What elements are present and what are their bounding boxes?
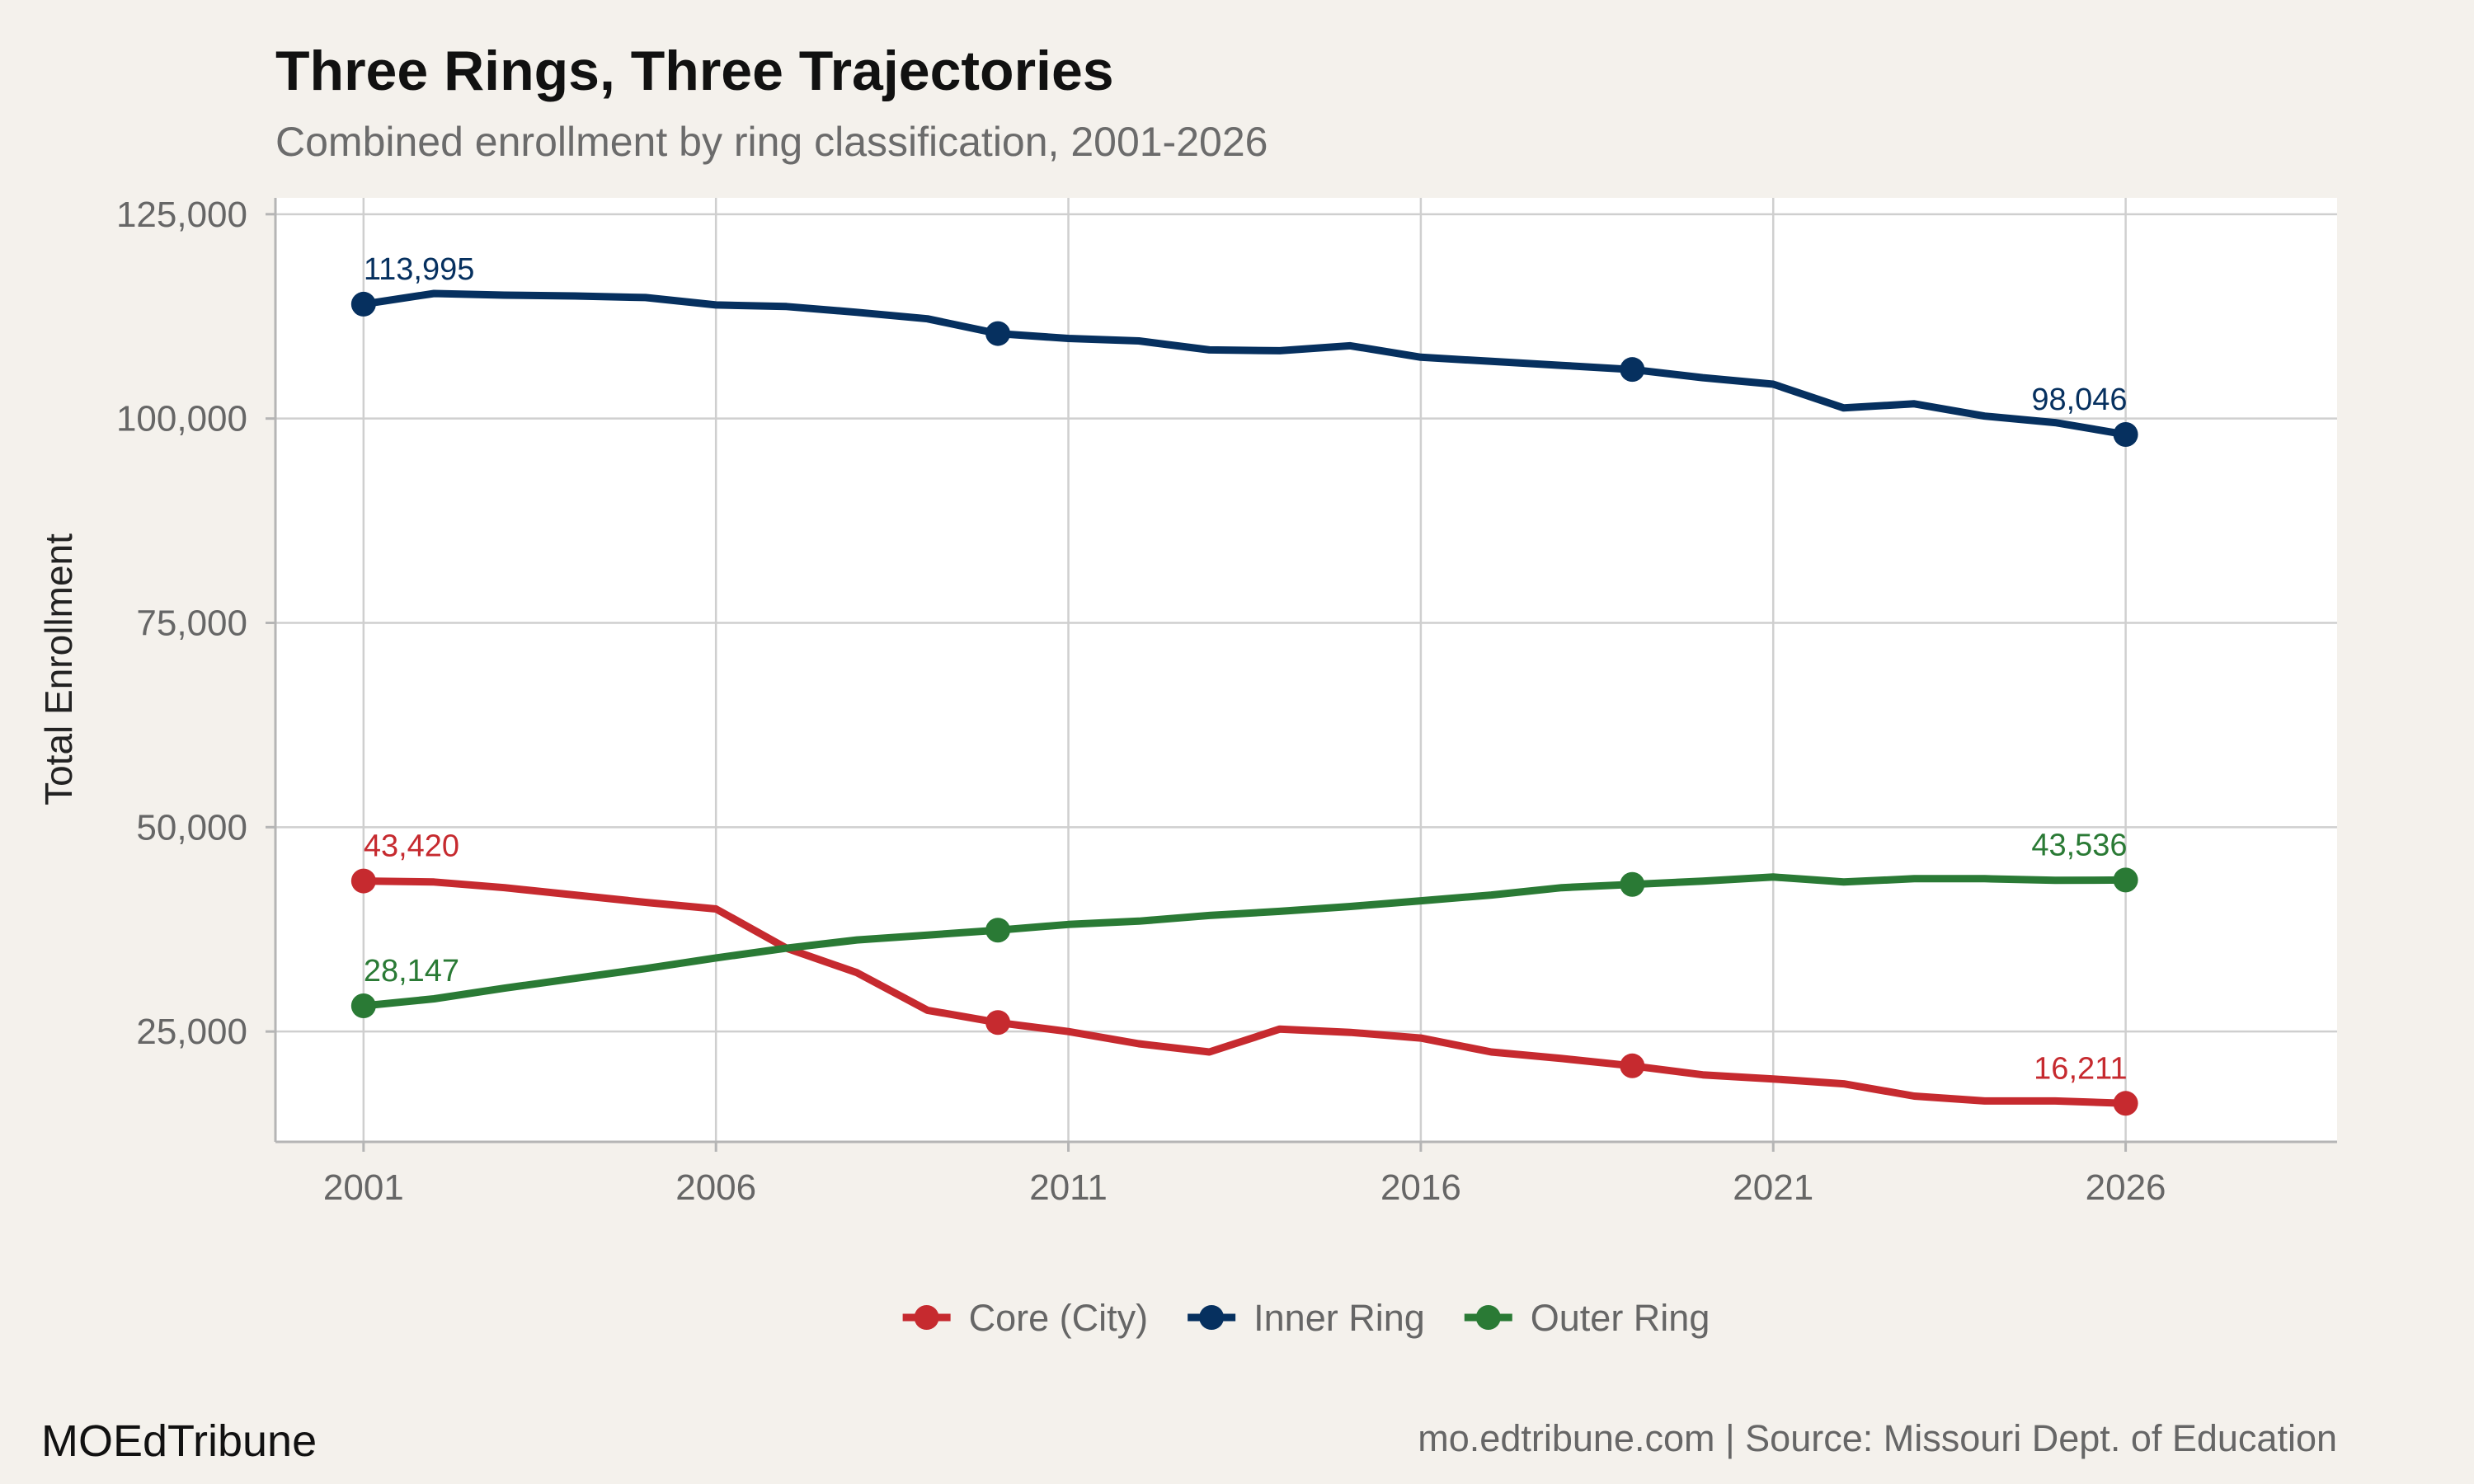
y-axis-ticks: 25,000 50,000 75,000 100,000 125,000 [116, 195, 275, 1052]
series-core-city: 43,420 16,211 [350, 829, 2138, 1116]
data-label-inner-ring: 113,995 [364, 252, 475, 287]
data-label-outer-ring: 43,536 [2031, 828, 2127, 862]
legend-item: Inner Ring [1188, 1297, 1425, 1339]
gridlines [275, 198, 2337, 1142]
data-point-core-city [350, 868, 376, 894]
series-line-core-city [360, 877, 2130, 1107]
x-tick-label: 2016 [1380, 1167, 1461, 1208]
data-label-outer-ring: 28,147 [364, 954, 459, 989]
data-point-core-city [2113, 1091, 2138, 1116]
legend-item: Core (City) [902, 1297, 1149, 1339]
series-layer: 43,420 16,211 113,995 98,046 28,147 43,536 [350, 252, 2138, 1116]
data-point-core-city [985, 1010, 1011, 1036]
data-point-outer-ring [985, 918, 1011, 943]
legend: Core (City) Inner Ring Outer Ring [902, 1297, 1710, 1339]
chart-title: Three Rings, Three Trajectories [275, 40, 1114, 102]
data-point-outer-ring [1620, 871, 1645, 897]
x-tick-label: 2021 [1733, 1167, 1813, 1208]
data-point-core-city [1620, 1053, 1645, 1078]
data-point-inner-ring [2113, 422, 2138, 448]
y-tick-label: 125,000 [116, 195, 247, 235]
legend-label: Inner Ring [1253, 1297, 1425, 1339]
x-tick-label: 2011 [1029, 1167, 1108, 1208]
series-outer-ring: 28,147 43,536 [350, 828, 2138, 1018]
legend-label: Core (City) [969, 1297, 1149, 1339]
chart-subtitle: Combined enrollment by ring classificati… [275, 119, 1268, 165]
series-line-outer-ring [360, 873, 2130, 1010]
x-tick-label: 2006 [675, 1167, 756, 1208]
plot-panel [275, 198, 2337, 1142]
data-label-inner-ring: 98,046 [2031, 383, 2127, 417]
data-point-outer-ring [2113, 867, 2138, 893]
legend-label: Outer Ring [1531, 1297, 1710, 1339]
y-tick-label: 50,000 [136, 807, 247, 848]
x-axis-ticks: 2001 2006 2011 2016 2021 2026 [323, 1142, 2166, 1208]
data-point-outer-ring [350, 993, 376, 1018]
series-inner-ring: 113,995 98,046 [350, 252, 2138, 448]
source-credit: mo.edtribune.com | Source: Missouri Dept… [1418, 1417, 2337, 1459]
y-axis-title: Total Enrollment [37, 533, 80, 805]
legend-item: Outer Ring [1464, 1297, 1710, 1339]
data-label-core-city: 43,420 [364, 829, 459, 864]
y-tick-label: 100,000 [116, 399, 247, 439]
legend-swatch-dot [1475, 1305, 1501, 1330]
y-tick-label: 75,000 [136, 603, 247, 643]
legend-swatch-dot [914, 1305, 939, 1330]
x-tick-label: 2026 [2086, 1167, 2166, 1208]
x-tick-label: 2001 [323, 1167, 404, 1208]
data-point-inner-ring [350, 291, 376, 317]
data-point-inner-ring [985, 321, 1011, 346]
series-line-inner-ring [360, 289, 2130, 439]
legend-swatch-dot [1199, 1305, 1225, 1330]
brand-logo-text: MOEdTribune [41, 1416, 317, 1466]
y-tick-label: 25,000 [136, 1012, 247, 1052]
data-point-inner-ring [1620, 357, 1645, 383]
data-label-core-city: 16,211 [2034, 1051, 2127, 1086]
